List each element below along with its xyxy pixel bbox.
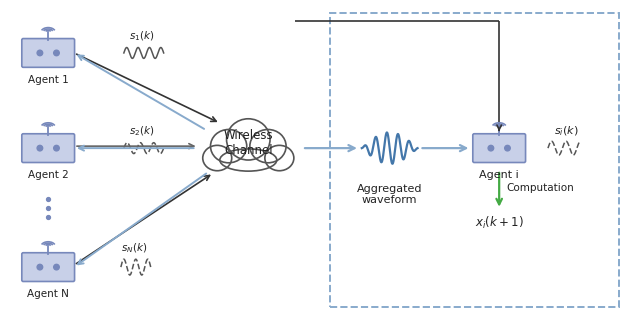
Circle shape — [53, 145, 59, 151]
Circle shape — [488, 145, 494, 151]
Ellipse shape — [203, 145, 232, 171]
Text: Wireless
Channel: Wireless Channel — [224, 129, 273, 157]
Text: Agent i: Agent i — [479, 170, 519, 180]
FancyBboxPatch shape — [22, 38, 75, 67]
Text: $s_2(k)$: $s_2(k)$ — [129, 125, 154, 138]
Text: Aggregated
waveform: Aggregated waveform — [357, 184, 423, 205]
Text: Agent N: Agent N — [27, 289, 69, 299]
Text: $s_i(k)$: $s_i(k)$ — [554, 125, 578, 138]
Circle shape — [37, 264, 43, 270]
Text: Agent 2: Agent 2 — [28, 170, 68, 180]
FancyBboxPatch shape — [22, 253, 75, 281]
Circle shape — [53, 264, 59, 270]
Bar — [330, 13, 619, 307]
Ellipse shape — [220, 149, 277, 171]
Circle shape — [53, 50, 59, 56]
Text: $s_1(k)$: $s_1(k)$ — [129, 29, 154, 43]
Text: $s_N(k)$: $s_N(k)$ — [121, 242, 147, 255]
Ellipse shape — [227, 119, 270, 160]
Circle shape — [37, 145, 43, 151]
Ellipse shape — [250, 129, 286, 163]
Circle shape — [505, 145, 511, 151]
Ellipse shape — [265, 145, 294, 171]
Text: Agent 1: Agent 1 — [28, 75, 68, 85]
Ellipse shape — [210, 129, 247, 163]
FancyBboxPatch shape — [22, 134, 75, 162]
Circle shape — [37, 50, 43, 56]
FancyBboxPatch shape — [473, 134, 526, 162]
Text: $x_i(k+1)$: $x_i(k+1)$ — [475, 215, 524, 231]
Text: Computation: Computation — [506, 183, 574, 193]
